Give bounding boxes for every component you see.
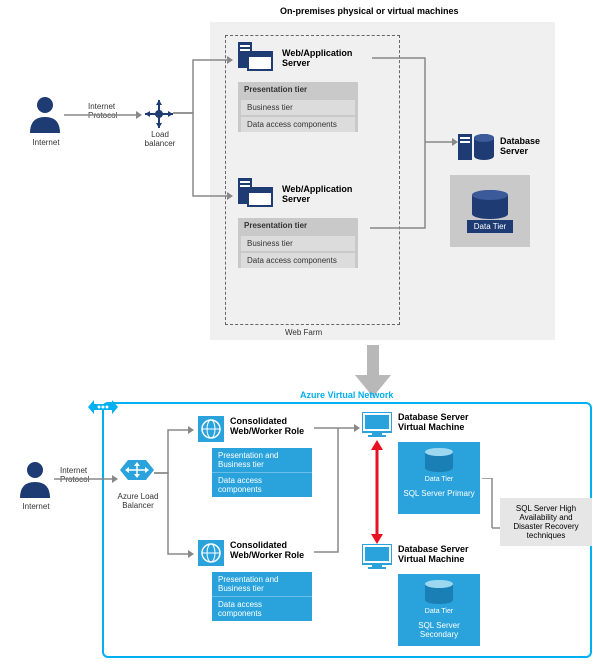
cylinder-icon [421, 448, 457, 474]
vm-icon [362, 544, 392, 570]
onprem-title: On-premises physical or virtual machines [280, 6, 459, 16]
sql-primary-box: Data Tier SQL Server Primary [398, 442, 480, 514]
sql-secondary-box: Data Tier SQL Server Secondary [398, 574, 480, 646]
hadr-box: SQL Server High Availability and Disaste… [500, 498, 592, 546]
tier-group-2: Presentation tier Business tier Data acc… [238, 218, 358, 270]
azure-vnet-title: Azure Virtual Network [300, 390, 393, 400]
presentation-tier-1: Presentation tier [238, 82, 358, 97]
data-access-1: Data access components [241, 117, 355, 132]
arrow-roles-db [314, 420, 362, 560]
server-icon [238, 178, 274, 210]
arrow-user-alb [54, 474, 118, 484]
tier-group-1: Presentation tier Business tier Data acc… [238, 82, 358, 134]
hadr-label: SQL Server High Availability and Disaste… [513, 504, 578, 540]
data-access-b2: Data access components [212, 597, 312, 621]
presentation-tier-2: Presentation tier [238, 218, 358, 233]
data-tier-label: Data Tier [467, 220, 513, 233]
server-icon [238, 42, 274, 74]
ha-red-arrow [370, 440, 384, 544]
cylinder-icon [421, 580, 457, 606]
internet-label-bottom: Internet [18, 502, 54, 511]
load-balancer-icon [145, 100, 173, 128]
user-icon [28, 95, 62, 135]
data-access-2: Data access components [241, 253, 355, 268]
internet-label-top: Internet [28, 138, 64, 147]
business-tier-1: Business tier [241, 100, 355, 115]
vm-icon [362, 412, 392, 438]
db-server-label: Database Server [500, 136, 550, 156]
azure-tier-1: Presentation and Business tier Data acce… [212, 448, 312, 497]
vnet-badge-icon [88, 396, 118, 418]
sql-primary-label: SQL Server Primary [402, 489, 476, 498]
azure-lb-icon [120, 460, 154, 490]
arrow-lb-fanout [173, 48, 233, 208]
cylinder-icon [467, 190, 513, 220]
arrow-to-hadr [482, 478, 502, 558]
data-access-b1: Data access components [212, 473, 312, 497]
db-vm-label-2: Database Server Virtual Machine [398, 544, 478, 564]
sql-secondary-label: SQL Server Secondary [402, 621, 476, 639]
data-tier-label-p: Data Tier [402, 476, 476, 483]
worker-role-icon [198, 416, 224, 442]
user-icon [18, 460, 52, 500]
data-tier-label-s: Data Tier [402, 608, 476, 615]
data-tier-box: Data Tier [450, 175, 530, 247]
arrow-alb-fanout [154, 422, 194, 572]
business-tier-2: Business tier [241, 236, 355, 251]
db-vm-label-1: Database Server Virtual Machine [398, 412, 478, 432]
pres-biz-2: Presentation and Business tier [212, 572, 312, 597]
database-server-icon [458, 130, 496, 164]
webapp-label-1: Web/Application Server [282, 48, 372, 68]
arrow-web-db [370, 50, 460, 240]
azure-tier-2: Presentation and Business tier Data acce… [212, 572, 312, 621]
web-farm-label: Web Farm [285, 328, 322, 337]
worker-role-label-1: Consolidated Web/Worker Role [230, 416, 318, 436]
worker-role-label-2: Consolidated Web/Worker Role [230, 540, 318, 560]
pres-biz-1: Presentation and Business tier [212, 448, 312, 473]
worker-role-icon [198, 540, 224, 566]
arrow-user-lb-top [64, 110, 142, 120]
webapp-label-2: Web/Application Server [282, 184, 372, 204]
